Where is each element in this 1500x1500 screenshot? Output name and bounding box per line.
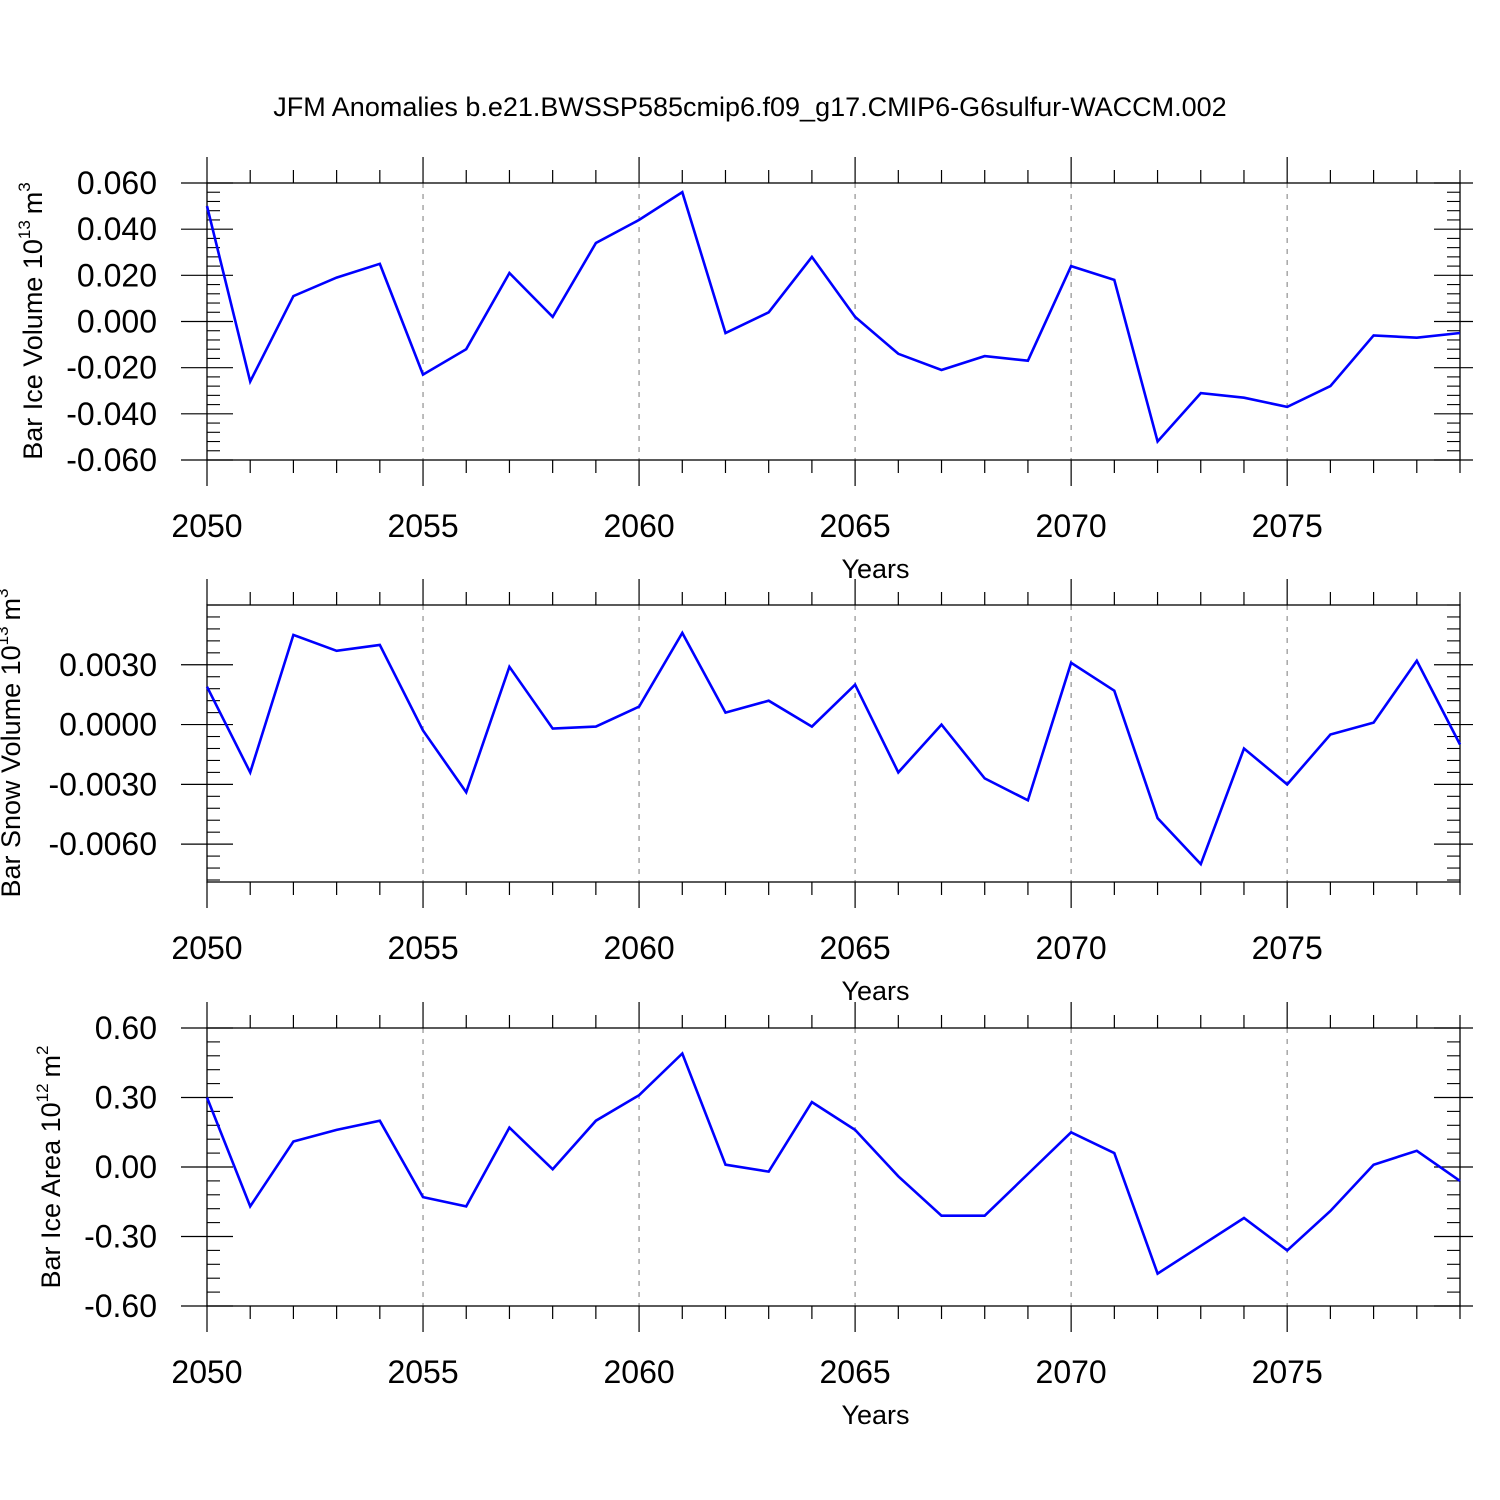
y-axis-label-unit-exponent: 2 [33, 1045, 52, 1054]
y-tick-label: 0.30 [95, 1080, 157, 1116]
y-tick-label: -0.060 [66, 442, 157, 478]
x-tick-label: 2065 [820, 930, 891, 966]
y-axis-label-exponent: 13 [15, 220, 34, 239]
x-tick-label: 2060 [603, 1354, 674, 1390]
x-tick-label: 2060 [603, 508, 674, 544]
x-tick-label: 2055 [387, 1354, 458, 1390]
y-axis-label-exponent: 13 [0, 626, 12, 645]
y-axis-label-text: Bar Ice Area 10 [36, 1102, 66, 1288]
y-axis-label-unit-exponent: 3 [15, 182, 34, 191]
y-axis-label-unit: m [0, 598, 26, 621]
y-tick-label: 0.0030 [59, 647, 157, 683]
y-tick-label: -0.040 [66, 396, 157, 432]
plot-frame [206, 1027, 1461, 1307]
y-axis-label-text: Bar Snow Volume 10 [0, 645, 26, 897]
x-tick-label: 2075 [1252, 508, 1323, 544]
y-axis-label-exponent: 12 [33, 1083, 52, 1102]
x-tick-label: 2070 [1036, 930, 1107, 966]
ice-area-panel: 0.60 0.30 0.00 -0.30 -0.60 2050 2055 2060 2065 20… [33, 1002, 1473, 1430]
snow-volume-panel: 0.0030 0.0000 -0.0030 -0.0060 2050 2055 2060 20… [0, 579, 1473, 1006]
y-tick-label: 0.000 [77, 304, 157, 340]
y-tick-label: -0.60 [84, 1288, 157, 1324]
y-axis-label-unit: m [36, 1055, 66, 1078]
y-tick-label: -0.0060 [48, 826, 157, 862]
figure-title: JFM Anomalies b.e21.BWSSP585cmip6.f09_g1… [273, 92, 1227, 122]
plot-frame [206, 604, 1461, 883]
x-tick-label: 2050 [171, 508, 242, 544]
y-tick-label: 0.0000 [59, 707, 157, 743]
x-tick-label: 2070 [1036, 1354, 1107, 1390]
y-tick-label: 0.020 [77, 257, 157, 293]
x-tick-label: 2055 [387, 508, 458, 544]
y-axis-label-unit: m [18, 192, 48, 215]
x-tick-label: 2070 [1036, 508, 1107, 544]
series-line [205, 190, 1461, 445]
y-tick-label: 0.60 [95, 1010, 157, 1046]
y-tick-label: 0.060 [77, 165, 157, 201]
x-axis-label: Years [841, 554, 909, 584]
x-tick-label: 2050 [171, 930, 242, 966]
x-tick-label: 2075 [1252, 930, 1323, 966]
x-tick-label: 2065 [820, 1354, 891, 1390]
ice-volume-panel: 0.060 0.040 0.020 0.000 -0.020 -0.040 -0.060 20… [15, 157, 1473, 584]
x-tick-label: 2050 [171, 1354, 242, 1390]
y-axis-label: Bar Ice Volume 1013 m3 [15, 182, 48, 460]
x-tick-label: 2065 [820, 508, 891, 544]
y-tick-label: -0.30 [84, 1219, 157, 1255]
y-axis-label: Bar Ice Area 1012 m2 [33, 1045, 66, 1288]
series-line [205, 1051, 1461, 1276]
y-tick-label: -0.020 [66, 350, 157, 386]
x-axis-label: Years [841, 1400, 909, 1430]
series-line [205, 630, 1462, 867]
x-axis-label: Years [841, 976, 909, 1006]
y-tick-label: 0.040 [77, 211, 157, 247]
x-tick-label: 2055 [387, 930, 458, 966]
x-tick-label: 2075 [1252, 1354, 1323, 1390]
plot-frame [206, 182, 1461, 461]
y-axis-label-text: Bar Ice Volume 10 [18, 239, 48, 460]
y-tick-label: -0.0030 [48, 766, 157, 802]
y-axis-label-unit-exponent: 3 [0, 588, 12, 597]
y-tick-label: 0.00 [95, 1149, 157, 1185]
y-axis-label: Bar Snow Volume 1013 m3 [0, 588, 26, 897]
x-tick-label: 2060 [603, 930, 674, 966]
